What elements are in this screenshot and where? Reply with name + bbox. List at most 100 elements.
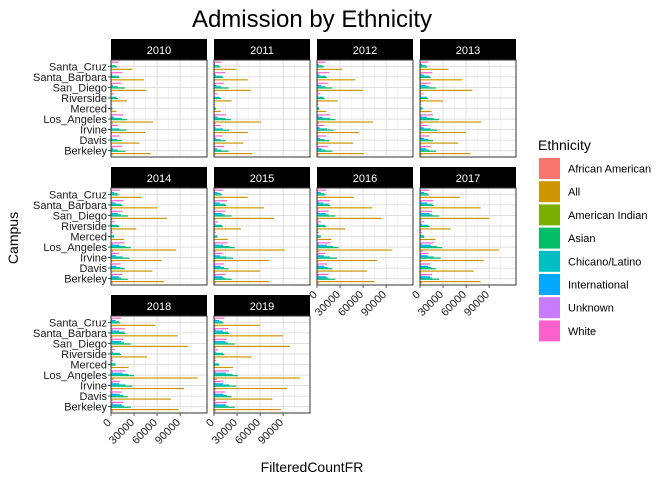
- bar: [420, 82, 431, 84]
- bar: [111, 332, 126, 335]
- bar: [111, 409, 179, 411]
- legend-key: [539, 297, 560, 319]
- bar: [420, 149, 430, 151]
- bar: [111, 243, 113, 245]
- bar: [214, 143, 216, 145]
- bar: [111, 116, 114, 118]
- bar: [111, 210, 123, 212]
- legend-label: Chicano/Latino: [568, 256, 641, 268]
- legend-key: [539, 158, 560, 179]
- bar: [420, 242, 435, 244]
- y-axis-label: Campus: [5, 212, 21, 264]
- bar: [214, 68, 237, 70]
- bar: [214, 266, 224, 269]
- facet-panels: 2010BerkeleyDavisIrvineLos_AngelesMerced…: [33, 39, 517, 447]
- bar: [420, 190, 422, 192]
- y-tick-label: Irvine: [80, 253, 107, 265]
- bar: [214, 265, 221, 267]
- bar: [214, 243, 216, 245]
- bar: [111, 264, 113, 266]
- legend-label: African American: [568, 164, 651, 176]
- bar: [317, 249, 393, 251]
- bar: [111, 389, 113, 391]
- bar: [214, 228, 241, 230]
- bar: [214, 89, 251, 91]
- bar: [111, 254, 113, 256]
- x-tick-label: 30000: [313, 289, 343, 319]
- bar: [111, 331, 125, 333]
- bar: [214, 393, 224, 395]
- bar: [420, 61, 429, 63]
- bar: [111, 119, 128, 121]
- y-tick-label: Merced: [70, 360, 107, 372]
- bar: [111, 225, 120, 228]
- facet-strip: [420, 39, 516, 60]
- bar: [317, 79, 356, 81]
- bar: [317, 129, 334, 131]
- bar: [214, 140, 226, 142]
- bar: [317, 189, 327, 191]
- bar: [214, 225, 223, 228]
- bar: [214, 213, 223, 215]
- bar: [214, 275, 216, 277]
- bar: [111, 131, 146, 134]
- legend-label: American Indian: [568, 210, 648, 222]
- bar: [214, 201, 216, 203]
- bar: [214, 110, 221, 113]
- bar: [111, 75, 119, 77]
- bar: [214, 261, 216, 263]
- panel-border: [419, 187, 517, 286]
- bar: [214, 75, 223, 77]
- bar: [420, 122, 423, 124]
- bar: [214, 270, 261, 272]
- bar: [111, 406, 131, 408]
- bar: [317, 73, 319, 75]
- bar: [214, 242, 228, 244]
- bar: [214, 398, 273, 400]
- bar: [111, 257, 130, 259]
- bar: [214, 223, 216, 225]
- bar: [420, 121, 482, 123]
- bar: [111, 385, 133, 387]
- bar: [111, 147, 113, 149]
- bar: [111, 100, 128, 102]
- bar: [214, 264, 216, 266]
- bar: [317, 80, 319, 82]
- facet-strip-label: 2014: [147, 173, 171, 185]
- bar: [111, 89, 147, 91]
- bar: [317, 66, 324, 68]
- bar: [111, 263, 121, 265]
- bar: [111, 363, 116, 365]
- bar: [420, 116, 427, 118]
- x-tick-label: 30000: [210, 417, 240, 447]
- bar: [420, 95, 422, 97]
- bar: [214, 131, 248, 134]
- bar: [111, 103, 113, 105]
- bar: [420, 278, 440, 280]
- bar: [317, 202, 324, 204]
- bar: [214, 196, 248, 198]
- bar: [317, 265, 325, 267]
- bar: [420, 221, 425, 223]
- bar: [111, 378, 114, 380]
- bar: [214, 103, 216, 105]
- bar: [111, 371, 113, 373]
- bar: [420, 273, 432, 276]
- bar: [420, 277, 433, 279]
- bar: [214, 273, 226, 276]
- bar: [317, 252, 326, 255]
- bar: [420, 135, 430, 137]
- bar: [214, 387, 287, 390]
- bar: [214, 224, 222, 226]
- bar: [214, 324, 261, 326]
- bar: [420, 235, 425, 237]
- facet-strip: [214, 295, 310, 316]
- bar: [111, 364, 116, 366]
- panel-border: [213, 187, 311, 286]
- bar: [111, 73, 113, 75]
- bar: [214, 406, 235, 408]
- bar: [317, 225, 327, 228]
- bar: [214, 349, 219, 351]
- bar: [214, 189, 224, 191]
- bar: [111, 345, 188, 347]
